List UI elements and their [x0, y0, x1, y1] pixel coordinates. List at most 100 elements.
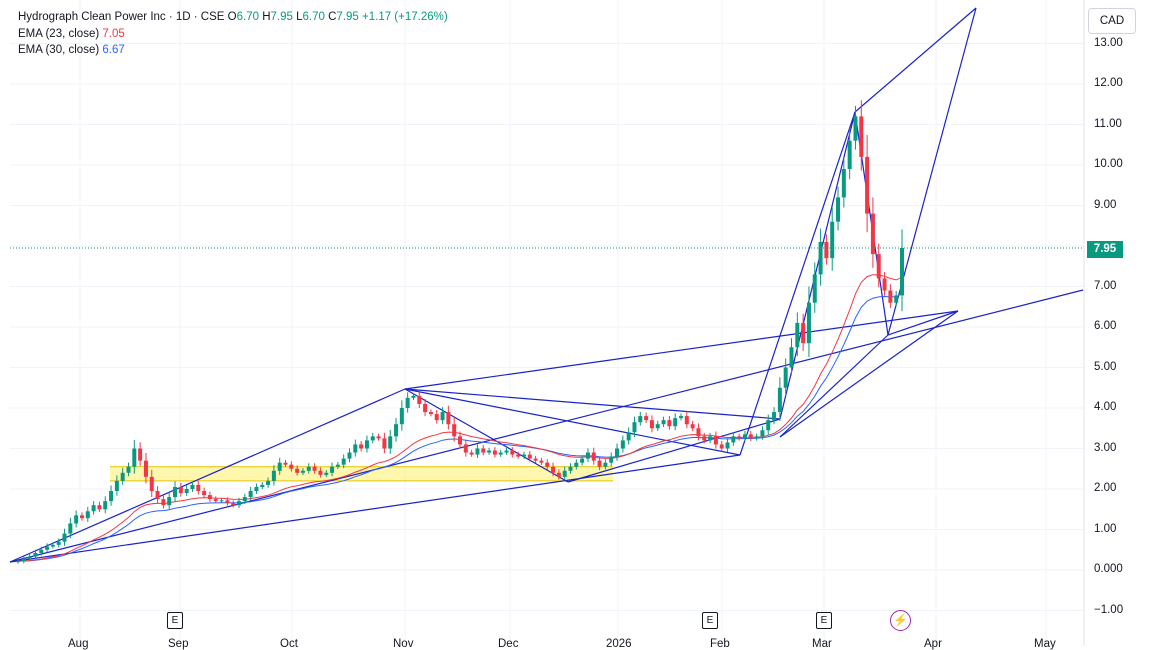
candle-body: [132, 448, 137, 467]
candle-body: [79, 515, 84, 519]
candle-body: [812, 274, 817, 303]
time-tick-label: Dec: [498, 638, 519, 650]
chart-legend: Hydrograph Clean Power Inc · 1D · CSE O6…: [18, 9, 448, 59]
candles: [16, 100, 904, 564]
candle-body: [411, 395, 416, 398]
pattern-line: [779, 310, 959, 438]
candle-body: [615, 448, 620, 457]
price-tick-label: 2.00: [1094, 482, 1117, 494]
candle-body: [196, 484, 201, 492]
candle-body: [783, 367, 788, 388]
pattern-line: [404, 388, 741, 456]
earnings-event-icon[interactable]: E: [702, 612, 718, 629]
candle-body: [458, 436, 462, 445]
candle-body: [376, 436, 381, 439]
candle-body: [521, 454, 526, 457]
candle-body: [237, 501, 241, 506]
candle-body: [394, 424, 399, 437]
price-tick-label: 9.00: [1094, 198, 1117, 211]
candle-body: [859, 116, 864, 157]
close-label: C: [328, 11, 337, 23]
candle-body: [597, 460, 602, 467]
pattern-line: [9, 454, 741, 563]
candle-body: [219, 500, 224, 502]
earnings-event-icon[interactable]: E: [167, 612, 183, 629]
candle-body: [21, 559, 26, 562]
candle-body: [39, 549, 44, 553]
candle-body: [481, 448, 486, 453]
price-tick-label: 5.00: [1094, 360, 1117, 373]
candle-body: [306, 466, 311, 471]
pattern-line: [739, 111, 856, 456]
candle-body: [173, 486, 178, 498]
candle-body: [562, 470, 567, 477]
candle-body: [335, 464, 340, 467]
candle-body: [708, 436, 713, 441]
candle-body: [271, 470, 276, 481]
price-tick-label: 1.00: [1094, 522, 1117, 535]
candle-body: [184, 489, 189, 494]
candle-body: [300, 470, 305, 473]
candle-body: [806, 302, 811, 344]
candle-body: [766, 420, 771, 431]
candle-body: [789, 347, 794, 368]
candle-body: [713, 436, 718, 445]
high-value: 7.95: [270, 11, 293, 23]
candle-body: [103, 501, 108, 510]
candle-body: [260, 484, 265, 487]
time-tick-label: Aug: [68, 638, 89, 650]
candle-body: [830, 221, 835, 259]
candle-body: [632, 422, 637, 433]
ema23-row[interactable]: EMA (23, close) 7.05: [18, 26, 448, 43]
price-tick-label: 12.00: [1094, 77, 1123, 89]
candle-body: [702, 436, 707, 441]
candle-body: [91, 505, 96, 512]
ema23-label: EMA (23, close): [18, 27, 100, 40]
candle-body: [679, 416, 683, 419]
candle-body: [68, 523, 73, 534]
candle-body: [836, 197, 841, 222]
candle-body: [50, 544, 55, 547]
candle-body: [725, 442, 730, 449]
candle-body: [114, 480, 119, 492]
price-tick-label: −1.00: [1094, 603, 1124, 616]
candle-body: [731, 436, 736, 443]
candle-body: [894, 295, 899, 303]
candle-body: [661, 420, 666, 425]
candle-body: [626, 432, 631, 441]
candle-body: [498, 452, 503, 455]
candle-body: [865, 156, 870, 214]
pattern-line: [887, 310, 959, 336]
ema30-row[interactable]: EMA (30, close) 6.67: [18, 42, 448, 59]
candle-body: [801, 322, 806, 344]
candle-body: [556, 472, 561, 477]
candle-body: [620, 440, 625, 449]
candle-body: [655, 424, 660, 429]
candle-body: [62, 533, 67, 542]
candle-body: [463, 444, 468, 453]
candle-body: [545, 462, 550, 467]
time-tick-label: Feb: [710, 638, 730, 650]
candle-body: [341, 458, 346, 465]
candle-body: [27, 556, 32, 560]
candle-body: [609, 456, 614, 463]
candle-body: [167, 497, 172, 506]
candle-body: [178, 486, 183, 494]
candle-body: [719, 444, 724, 449]
candle-body: [248, 491, 253, 498]
earnings-event-icon[interactable]: E: [816, 612, 832, 629]
price-tick-label: 4.00: [1094, 401, 1117, 413]
candle-body: [330, 466, 335, 473]
candle-body: [818, 241, 823, 275]
flash-event-icon[interactable]: ⚡: [890, 610, 911, 631]
candle-body: [539, 460, 544, 463]
candle-body: [585, 452, 590, 459]
candle-body: [644, 416, 649, 421]
candle-body: [900, 248, 904, 296]
open-label: O: [227, 11, 237, 23]
candle-body: [446, 412, 451, 425]
candle-body: [97, 505, 102, 510]
candle-body: [434, 414, 439, 421]
currency-button[interactable]: CAD: [1088, 8, 1136, 34]
